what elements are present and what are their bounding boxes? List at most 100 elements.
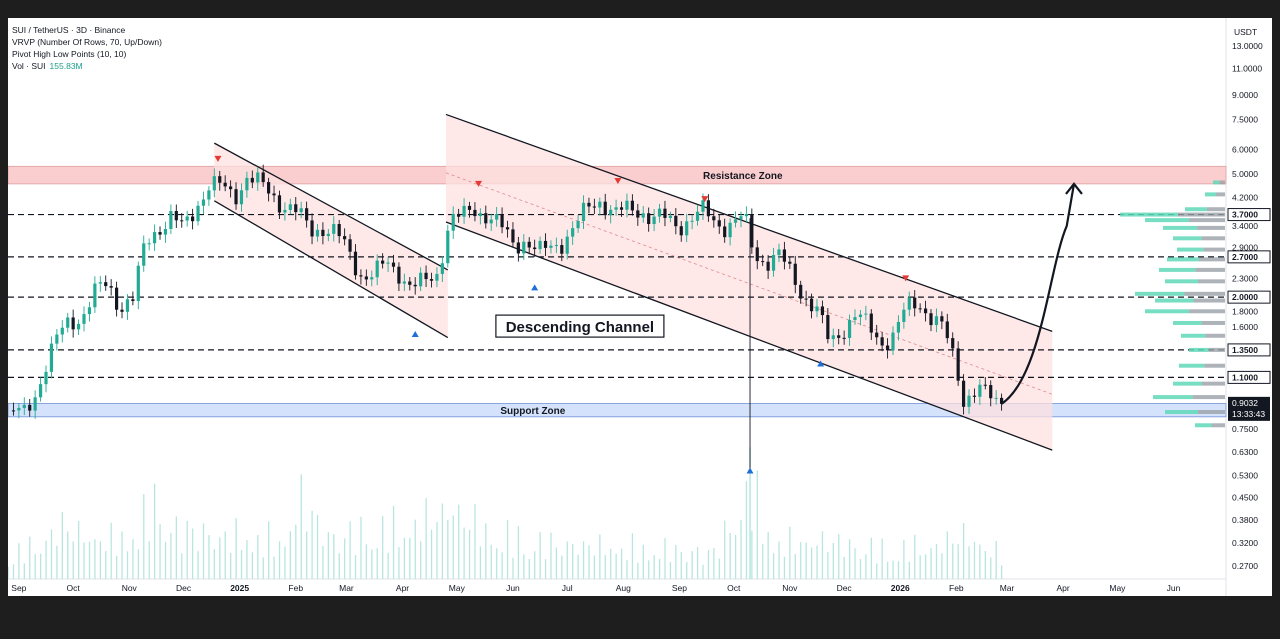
pivot-low-marker bbox=[746, 467, 754, 474]
candle-up bbox=[733, 219, 738, 223]
candle-up bbox=[446, 230, 450, 264]
candle-up bbox=[538, 240, 542, 250]
candle-up bbox=[571, 228, 575, 237]
volume-bar bbox=[952, 543, 954, 579]
candle-up bbox=[256, 172, 260, 183]
legend-volume[interactable]: Vol · SUI 155.83M bbox=[12, 60, 162, 72]
volume-bar bbox=[322, 545, 324, 579]
time-tick-label: Sep bbox=[11, 583, 26, 593]
volume-bar bbox=[848, 539, 851, 579]
volume-bar bbox=[669, 561, 672, 579]
candle-up bbox=[201, 199, 206, 206]
volume-bar bbox=[458, 504, 460, 579]
candle-down bbox=[114, 287, 119, 310]
volume-bar bbox=[749, 447, 751, 579]
volume-bar bbox=[474, 503, 476, 579]
candle-down bbox=[343, 236, 347, 240]
candle-down bbox=[630, 200, 634, 211]
candle-up bbox=[44, 371, 48, 385]
candle-down bbox=[918, 308, 922, 310]
candle-down bbox=[527, 241, 531, 248]
candle-up bbox=[152, 232, 157, 244]
volume-profile-bar bbox=[1201, 320, 1225, 325]
volume-bar bbox=[642, 544, 644, 579]
time-tick-label: Dec bbox=[176, 583, 192, 593]
volume-profile-bar bbox=[1192, 395, 1225, 400]
candle-up bbox=[38, 384, 43, 398]
volume-bar bbox=[29, 536, 31, 579]
candle-up bbox=[326, 233, 330, 237]
volume-bar bbox=[452, 515, 454, 579]
volume-bar bbox=[707, 550, 710, 579]
volume-profile-bar bbox=[1205, 192, 1216, 197]
candle-up bbox=[744, 214, 749, 217]
volume-bar bbox=[745, 481, 748, 579]
key-level-price-tag bbox=[1227, 250, 1271, 264]
last-price-label: 0.9032 bbox=[1232, 398, 1258, 408]
volume-bar bbox=[827, 551, 829, 579]
volume-bar bbox=[8, 566, 9, 579]
volume-bar bbox=[718, 558, 720, 579]
volume-profile-bar bbox=[1181, 333, 1206, 338]
candle-up bbox=[576, 221, 580, 229]
descending-channel-upper-line bbox=[445, 113, 1053, 332]
price-tick-label: 11.0000 bbox=[1232, 63, 1262, 73]
candle-up bbox=[668, 215, 672, 218]
volume-bar bbox=[762, 544, 764, 579]
volume-profile-bar bbox=[1135, 291, 1185, 296]
candle-up bbox=[435, 273, 439, 281]
candle-up bbox=[685, 221, 689, 236]
candle-up bbox=[907, 297, 911, 310]
candle-down bbox=[131, 299, 135, 301]
candle-up bbox=[419, 272, 423, 287]
candle-up bbox=[728, 222, 732, 238]
channel-label-box bbox=[495, 314, 665, 338]
legend-pivot[interactable]: Pivot High Low Points (10, 10) bbox=[12, 49, 127, 59]
candle-down bbox=[706, 200, 710, 217]
chart-background bbox=[8, 18, 1272, 596]
volume-profile-bar bbox=[1198, 410, 1225, 415]
legend-symbol[interactable]: SUI / TetherUS · 3D · Binance bbox=[12, 25, 126, 35]
candle-up bbox=[87, 307, 92, 315]
volume-bar bbox=[409, 537, 411, 579]
volume-bar bbox=[121, 531, 123, 579]
candle-down bbox=[842, 337, 846, 339]
volume-profile-bar bbox=[1197, 225, 1225, 230]
price-tick-label: 13.0000 bbox=[1232, 41, 1263, 51]
volume-bar bbox=[686, 562, 688, 579]
volume-bar bbox=[528, 558, 530, 579]
volume-profile-bar bbox=[1219, 180, 1225, 185]
volume-profile-bar bbox=[1145, 309, 1189, 314]
volume-bar bbox=[756, 470, 758, 579]
volume-profile-bar bbox=[1173, 381, 1202, 386]
volume-bar bbox=[914, 534, 916, 579]
candlestick-chart[interactable]: Resistance Zone Support Zone Descending Ch… bbox=[8, 18, 1272, 596]
volume-bar bbox=[572, 543, 574, 579]
volume-bar bbox=[224, 531, 226, 579]
volume-bar bbox=[995, 540, 997, 579]
volume-bar bbox=[892, 560, 894, 579]
pivot-high-marker bbox=[214, 155, 222, 162]
legend-vrvp[interactable]: VRVP (Number Of Rows, 70, Up/Down) bbox=[12, 37, 162, 47]
volume-profile-bar bbox=[1189, 218, 1225, 223]
volume-bar bbox=[610, 548, 612, 579]
candle-up bbox=[49, 343, 54, 372]
candle-down bbox=[804, 298, 808, 300]
volume-bar bbox=[886, 561, 889, 579]
candle-down bbox=[71, 317, 75, 330]
candle-up bbox=[896, 321, 901, 333]
volume-bar bbox=[789, 526, 791, 579]
candle-up bbox=[142, 243, 146, 266]
candle-down bbox=[592, 206, 596, 208]
volume-bar bbox=[713, 548, 715, 579]
candle-down bbox=[250, 177, 254, 183]
volume-bar bbox=[604, 554, 606, 579]
candle-up bbox=[212, 176, 216, 191]
volume-bar bbox=[137, 549, 140, 579]
volume-bar bbox=[447, 519, 449, 579]
volume-profile-bar bbox=[1207, 207, 1225, 212]
price-tick-label: 1.6000 bbox=[1232, 322, 1258, 332]
volume-bar bbox=[816, 545, 818, 579]
volume-bar bbox=[83, 542, 85, 579]
volume-profile-bar bbox=[1211, 423, 1225, 428]
